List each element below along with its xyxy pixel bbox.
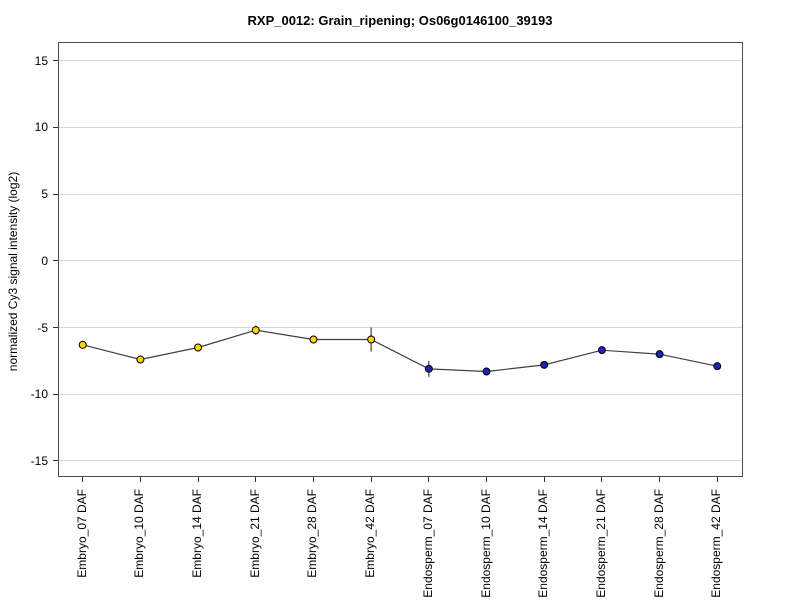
data-point [655, 350, 664, 359]
gridline [59, 327, 742, 328]
gridline [59, 393, 742, 395]
y-tick-label: -15 [30, 453, 48, 468]
y-tick-mark [53, 327, 58, 328]
x-tick-mark [255, 477, 257, 482]
x-tick-mark [659, 477, 661, 482]
data-plot [78, 325, 722, 377]
y-tick-mark [53, 260, 58, 262]
x-tick-mark [543, 477, 545, 482]
data-point [424, 364, 433, 373]
data-point [251, 326, 260, 335]
y-tick-label: -10 [30, 387, 48, 402]
x-tick-mark [82, 477, 84, 482]
data-point [597, 346, 606, 355]
y-tick-mark [53, 193, 58, 195]
gridline [59, 260, 742, 262]
chart-title: RXP_0012: Grain_ripening; Os06g0146100_3… [247, 13, 553, 28]
y-tick-label: 0 [41, 253, 48, 268]
x-tick-label: Endosperm_14 DAF [536, 489, 551, 598]
data-point [194, 343, 203, 352]
data-point [367, 335, 376, 344]
x-tick-label: Endosperm_10 DAF [478, 489, 493, 598]
gridline [59, 126, 742, 128]
gridline [59, 60, 742, 62]
data-point [540, 360, 549, 369]
x-tick-label: Embryo_14 DAF [190, 489, 205, 578]
x-tick-label: Endosperm_07 DAF [420, 489, 435, 598]
x-tick-mark [486, 477, 488, 482]
y-axis-label: normalized Cy3 signal intensity (log2) [6, 171, 20, 372]
x-tick-mark [601, 477, 603, 482]
x-tick-label: Embryo_21 DAF [247, 489, 262, 578]
y-tick-mark [53, 460, 58, 462]
plot-border [58, 42, 743, 477]
x-tick-label: Endosperm_42 DAF [709, 489, 724, 598]
x-tick-label: Embryo_07 DAF [74, 489, 89, 578]
x-tick-mark [716, 477, 718, 482]
x-tick-mark [197, 477, 199, 482]
x-tick-mark [139, 477, 141, 482]
x-tick-mark [370, 477, 372, 482]
data-point [78, 340, 87, 349]
x-tick-label: Embryo_28 DAF [305, 489, 320, 578]
y-tick-label: 5 [41, 187, 48, 202]
x-tick-label: Endosperm_21 DAF [593, 489, 608, 598]
x-tick-label: Embryo_10 DAF [132, 489, 147, 578]
data-point [136, 355, 145, 364]
y-tick-mark [53, 393, 58, 395]
data-point [309, 335, 318, 344]
y-tick-mark [53, 126, 58, 128]
x-tick-label: Endosperm_28 DAF [651, 489, 666, 598]
x-tick-mark [312, 477, 314, 482]
data-point [713, 362, 722, 371]
x-tick-label: Embryo_42 DAF [363, 489, 378, 578]
gridline [59, 193, 742, 195]
y-tick-label: 10 [34, 120, 48, 135]
x-tick-mark [428, 477, 430, 482]
y-tick-label: 15 [34, 53, 48, 68]
y-tick-label: -5 [37, 320, 48, 335]
data-point [482, 367, 491, 376]
series-line [82, 329, 718, 373]
gridline [59, 460, 742, 462]
y-tick-mark [53, 60, 58, 62]
